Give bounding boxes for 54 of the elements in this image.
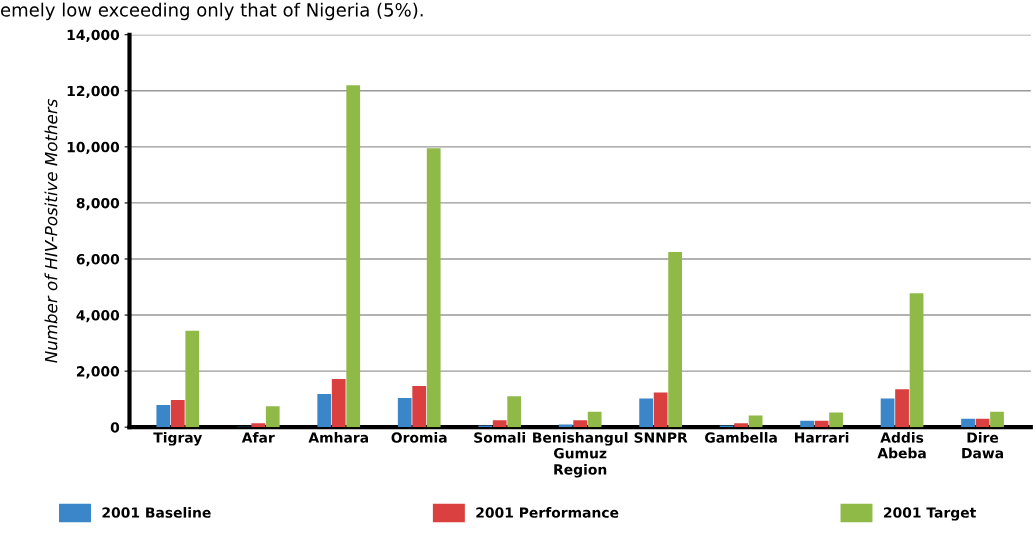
y-tick-label: 8,000 <box>76 197 120 211</box>
bar <box>558 424 573 428</box>
y-tick-label: 4,000 <box>76 310 120 323</box>
bar <box>587 411 602 428</box>
bar <box>412 385 427 428</box>
bar <box>251 423 266 428</box>
bar <box>895 389 909 428</box>
bar <box>492 420 507 428</box>
y-tick-label: 2,000 <box>76 366 120 379</box>
x-tick-label: Somali <box>474 432 525 443</box>
y-tick-label: 0 <box>110 422 120 433</box>
bar <box>909 293 924 428</box>
bar <box>734 423 748 428</box>
bar <box>317 394 332 428</box>
x-tick-label: Harrari <box>795 432 849 443</box>
bar <box>961 418 975 428</box>
bar <box>880 398 895 428</box>
bar <box>170 400 185 428</box>
bar <box>156 405 171 428</box>
bar <box>426 148 441 428</box>
x-tick-label: Tigray <box>153 432 203 446</box>
x-tick-label: Amhara <box>308 432 368 443</box>
x-tick-label: Gambella <box>705 432 777 443</box>
bar <box>397 398 412 428</box>
y-tick-label: 6,000 <box>76 253 120 267</box>
y-tick-label: 12,000 <box>67 85 120 99</box>
bar <box>185 330 200 428</box>
x-tick-label: Addis Abeba <box>877 432 926 459</box>
x-tick-label: Dire Dawa <box>962 432 1003 459</box>
bar <box>829 412 843 428</box>
bar <box>748 415 763 428</box>
x-axis-title: Region <box>554 463 607 478</box>
x-tick-label: Oromia <box>391 432 447 443</box>
x-tick-label: Afar <box>241 432 275 443</box>
bar <box>507 396 522 428</box>
x-tick-label: Benishangul Gumuz <box>533 432 628 459</box>
bar <box>653 392 668 428</box>
bar <box>573 420 588 428</box>
x-tick-label: SNNPR <box>634 432 688 443</box>
legend-label: 2001 Target <box>883 507 976 521</box>
bar <box>331 378 346 428</box>
bar <box>668 251 682 428</box>
bar <box>639 398 654 428</box>
legend-label: 2001 Performance <box>476 507 619 518</box>
text: emely low exceeding only that of Nigeria (5%). <box>1 2 423 21</box>
bar <box>800 420 814 428</box>
bar <box>990 411 1004 428</box>
legend-label: 2001 Baseline <box>102 507 211 518</box>
y-tick-label: 10,000 <box>67 141 120 155</box>
bar <box>265 406 280 428</box>
y-tick-label: 14,000 <box>67 29 120 42</box>
y-axis-title: Number of HIV-Positive Mothers <box>44 98 58 363</box>
bar <box>975 418 990 428</box>
bar <box>346 85 361 428</box>
